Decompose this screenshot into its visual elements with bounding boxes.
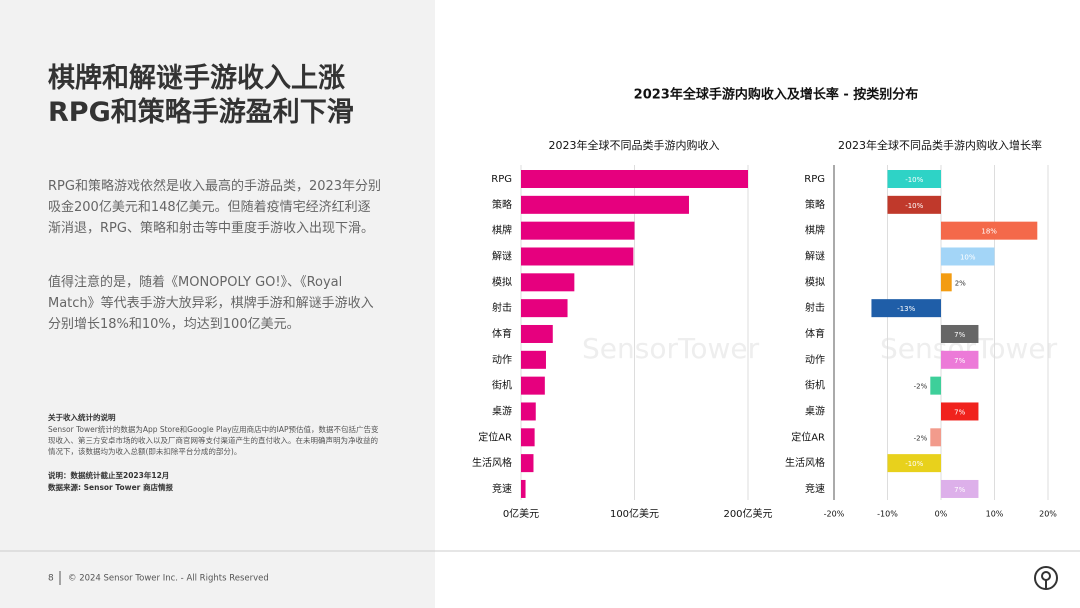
- y-tick-label: 定位AR: [791, 430, 825, 443]
- bar: [521, 247, 634, 266]
- y-tick-label: 定位AR: [478, 430, 512, 443]
- bar: [941, 479, 979, 498]
- bar: [521, 273, 575, 292]
- data-label: -10%: [905, 460, 923, 468]
- y-tick-label: 解谜: [492, 249, 512, 262]
- watermark: SensorTower: [582, 332, 760, 365]
- paragraph: RPG和策略游戏依然是收入最高的手游品类，2023年分别吸金200亿美元和148…: [48, 179, 382, 236]
- y-tick-label: 桌游: [492, 404, 512, 417]
- bar: [521, 376, 545, 395]
- data-label: 7%: [954, 357, 965, 365]
- bar: [521, 221, 635, 240]
- x-tick-label: 0亿美元: [503, 507, 539, 520]
- data-label: 10%: [960, 253, 976, 261]
- y-tick-label: 模拟: [805, 275, 825, 288]
- data-label: -10%: [905, 176, 923, 184]
- note-text: Sensor Tower统计的数据为App Store和Google Play应…: [48, 425, 379, 456]
- copyright: © 2024 Sensor Tower Inc. - All Rights Re…: [68, 574, 269, 584]
- y-tick-label: 街机: [492, 379, 512, 392]
- chart-subtitle: 2023年全球不同品类手游内购收入: [549, 138, 720, 152]
- bar: [521, 324, 553, 343]
- y-tick-label: 竞速: [492, 482, 512, 495]
- bar: [521, 428, 535, 447]
- source: 数据来源: Sensor Tower 商店情报: [48, 483, 173, 492]
- bar: [941, 324, 979, 343]
- y-tick-label: 射击: [492, 302, 512, 314]
- data-label: 18%: [981, 228, 997, 236]
- bar: [941, 221, 1038, 240]
- bar: [887, 195, 941, 214]
- y-tick-label: 策略: [805, 198, 825, 211]
- bar: [941, 247, 995, 266]
- y-tick-label: 桌游: [805, 404, 825, 417]
- bar: [930, 376, 941, 395]
- y-tick-label: 棋牌: [805, 224, 825, 237]
- y-tick-label: 解谜: [805, 249, 825, 262]
- y-tick-label: 生活风格: [472, 456, 512, 469]
- bar: [521, 170, 748, 188]
- bar: [941, 273, 952, 292]
- y-tick-label: 生活风格: [785, 456, 825, 469]
- data-label: -2%: [914, 383, 928, 391]
- bar: [887, 170, 941, 188]
- y-tick-label: 射击: [805, 302, 825, 314]
- x-tick-label: 20%: [1039, 510, 1057, 519]
- y-tick-label: 策略: [492, 198, 512, 211]
- bar: [941, 402, 979, 421]
- title-line: 棋牌和解谜手游收入上涨: [48, 63, 345, 94]
- bar: [887, 454, 941, 473]
- data-label: 7%: [954, 486, 965, 494]
- page-number: 8: [48, 574, 54, 584]
- y-tick-label: 体育: [492, 327, 512, 340]
- data-label: 7%: [954, 331, 965, 339]
- y-tick-label: 竞速: [805, 482, 825, 495]
- y-tick-label: 棋牌: [492, 224, 512, 237]
- remark: 说明：数据统计截止至2023年12月: [48, 471, 170, 480]
- x-tick-label: -10%: [877, 510, 898, 519]
- bar: [941, 350, 979, 369]
- bar: [521, 195, 689, 214]
- chart-title: 2023年全球手游内购收入及增长率 - 按类别分布: [634, 87, 919, 103]
- x-tick-label: -20%: [824, 510, 845, 519]
- data-label: -13%: [897, 305, 915, 313]
- paragraph: 值得注意的是，随着《MONOPOLY GO!》、《Royal Match》等代表…: [48, 275, 374, 332]
- bar: [521, 454, 534, 473]
- x-tick-label: 0%: [935, 510, 948, 519]
- bar: [521, 479, 526, 498]
- y-tick-label: 体育: [805, 327, 825, 340]
- x-tick-label: 200亿美元: [723, 507, 772, 520]
- x-tick-label: 10%: [986, 510, 1004, 519]
- y-tick-label: 街机: [805, 379, 825, 392]
- bar: [930, 428, 941, 447]
- data-label: 2%: [955, 279, 966, 287]
- bar: [521, 350, 546, 369]
- note-title: 关于收入统计的说明: [48, 413, 116, 422]
- y-tick-label: 动作: [492, 354, 512, 366]
- logo: [1034, 566, 1058, 590]
- chart-subtitle: 2023年全球不同品类手游内购收入增长率: [838, 138, 1042, 152]
- y-tick-label: 动作: [805, 354, 825, 366]
- y-tick-label: RPG: [804, 174, 825, 185]
- x-tick-label: 100亿美元: [610, 507, 659, 520]
- left-panel: 棋牌和解谜手游收入上涨 RPG和策略手游盈利下滑 RPG和策略游戏依然是收入最高…: [0, 0, 435, 608]
- data-label: 7%: [954, 408, 965, 416]
- y-tick-label: RPG: [491, 174, 512, 185]
- bar: [521, 299, 568, 318]
- data-label: -2%: [914, 434, 928, 442]
- slide-title: 棋牌和解谜手游收入上涨 RPG和策略手游盈利下滑: [48, 62, 383, 130]
- title-line: RPG和策略手游盈利下滑: [48, 97, 354, 128]
- data-label: -10%: [905, 202, 923, 210]
- y-tick-label: 模拟: [492, 275, 512, 288]
- bar: [521, 402, 536, 421]
- bar: [871, 299, 941, 318]
